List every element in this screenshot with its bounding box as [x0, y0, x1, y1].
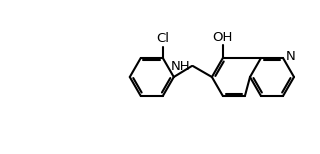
- Text: N: N: [286, 51, 296, 63]
- Text: NH: NH: [171, 59, 191, 73]
- Text: Cl: Cl: [156, 32, 169, 45]
- Text: OH: OH: [213, 31, 233, 44]
